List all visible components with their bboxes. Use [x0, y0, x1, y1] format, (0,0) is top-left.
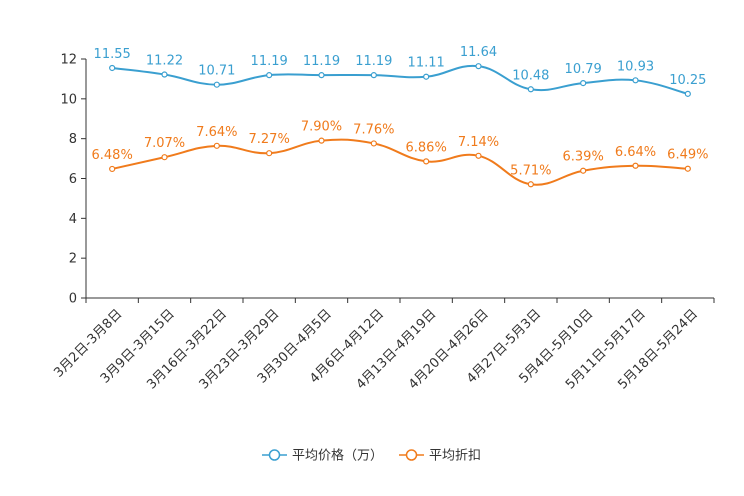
data-point[interactable] [580, 79, 587, 87]
data-point[interactable] [318, 72, 325, 79]
data-point[interactable] [475, 152, 482, 159]
data-label: 6.49% [667, 148, 708, 163]
axes: 0246810123月2日-3月8日3月9日-3月15日3月16日-3月22日3… [51, 53, 715, 392]
data-label: 7.14% [458, 135, 499, 150]
data-label: 11.19 [303, 54, 340, 69]
series-layer: 11.55 11.22 10.71 11.19 11.19 11.19 11.11 11.64… [92, 45, 708, 188]
data-point[interactable] [632, 162, 639, 169]
y-tick-label: 6 [69, 172, 77, 187]
data-point[interactable] [109, 64, 116, 72]
data-point[interactable] [109, 165, 116, 173]
data-label: 10.93 [617, 59, 654, 74]
data-point[interactable] [213, 81, 220, 88]
data-point[interactable] [527, 181, 534, 188]
data-label: 11.22 [146, 54, 183, 69]
legend-label: 平均价格（万） [292, 448, 383, 464]
series-line [111, 138, 688, 186]
data-label: 11.19 [251, 54, 288, 69]
series-avg-price: 11.55 11.22 10.71 11.19 11.19 11.19 11.11 11.64… [94, 45, 706, 97]
y-tick-label: 0 [69, 292, 77, 307]
y-tick-label: 12 [60, 53, 77, 68]
series-avg-discount: 6.48% 7.07% 7.64% 7.27% 7.90% 7.76% 6.86% 7.14%… [92, 120, 708, 188]
legend: 平均价格（万） 平均折扣 [262, 448, 481, 464]
data-label: 6.86% [406, 140, 447, 155]
data-point[interactable] [161, 71, 168, 78]
data-label: 11.64 [460, 45, 497, 60]
data-label: 7.64% [196, 125, 237, 140]
data-point[interactable] [423, 73, 430, 80]
data-label: 6.48% [92, 148, 133, 163]
data-label: 6.39% [563, 150, 604, 165]
data-label: 7.27% [249, 132, 290, 147]
data-point[interactable] [475, 63, 482, 70]
data-point[interactable] [266, 72, 273, 79]
data-point[interactable] [370, 72, 377, 79]
data-label: 5.71% [510, 163, 551, 178]
data-point[interactable] [161, 154, 168, 161]
legend-marker-icon [268, 449, 281, 461]
data-point[interactable] [423, 158, 430, 165]
data-label: 10.25 [669, 73, 706, 88]
data-point[interactable] [632, 77, 639, 84]
data-point[interactable] [684, 90, 691, 97]
y-tick-label: 4 [69, 212, 77, 227]
legend-marker-icon [405, 449, 418, 461]
legend-item-avg-discount[interactable]: 平均折扣 [399, 449, 481, 464]
data-label: 10.71 [198, 64, 235, 79]
y-tick-label: 10 [60, 92, 77, 107]
data-label: 6.64% [615, 145, 656, 160]
data-label: 10.48 [512, 68, 549, 83]
data-label: 11.11 [408, 56, 445, 71]
series-line [112, 64, 689, 95]
data-point[interactable] [684, 165, 691, 172]
data-label: 11.19 [355, 54, 392, 69]
data-point[interactable] [527, 86, 534, 93]
y-tick-label: 2 [69, 252, 77, 267]
data-label: 11.55 [94, 47, 131, 62]
data-point[interactable] [370, 140, 377, 147]
legend-label: 平均折扣 [429, 449, 481, 464]
y-tick-label: 8 [69, 132, 77, 147]
data-point[interactable] [318, 137, 325, 144]
data-label: 7.07% [144, 136, 185, 151]
data-point[interactable] [580, 167, 587, 174]
data-label: 7.90% [301, 120, 342, 135]
data-label: 10.79 [565, 62, 602, 77]
legend-item-avg-price[interactable]: 平均价格（万） [262, 448, 383, 464]
data-label: 7.76% [353, 122, 394, 137]
data-point[interactable] [266, 150, 273, 157]
data-point[interactable] [213, 142, 220, 149]
